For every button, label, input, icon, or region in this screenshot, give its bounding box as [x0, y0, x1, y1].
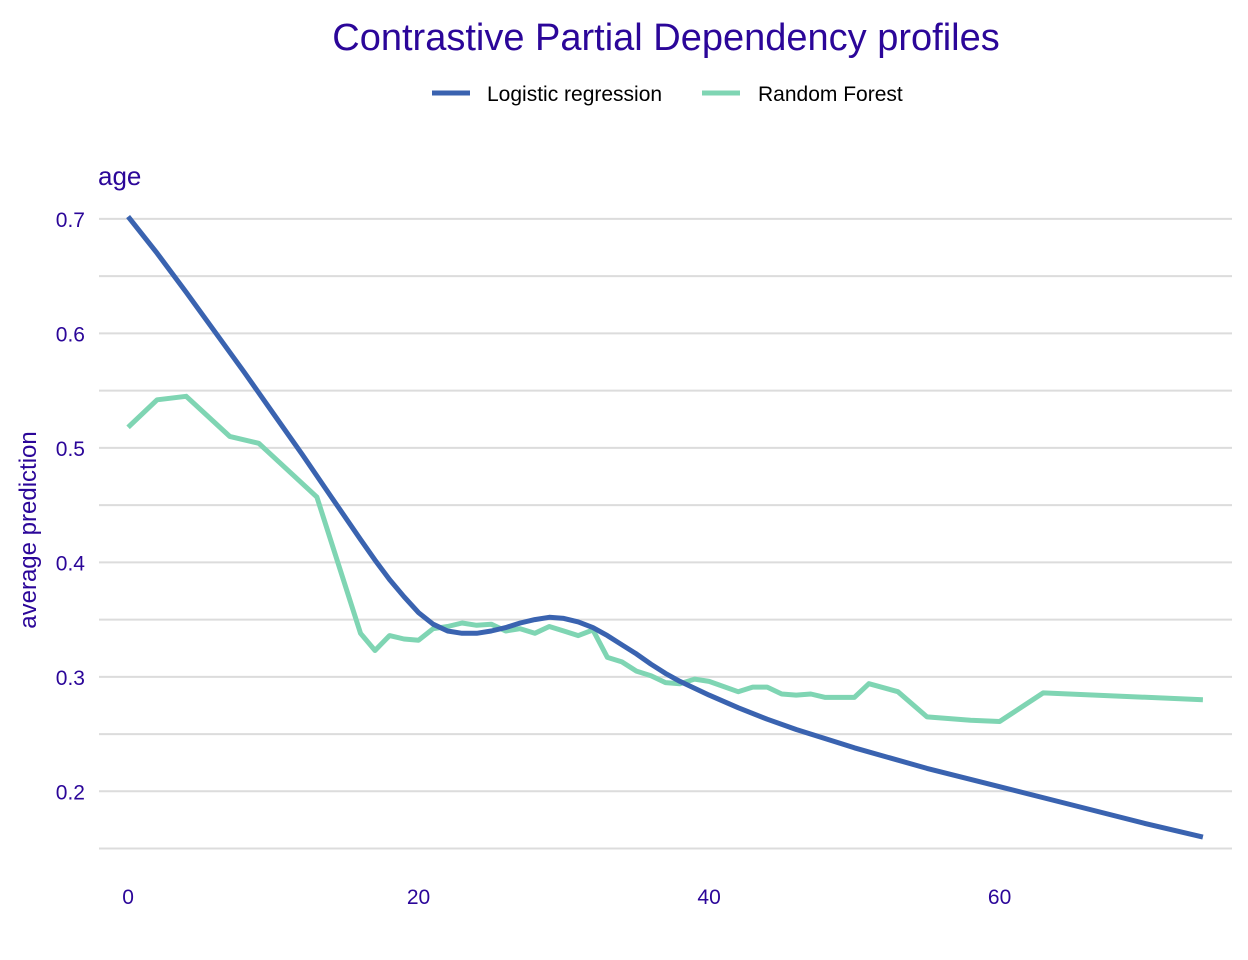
gridlines — [99, 217, 1232, 850]
x-tick-label: 40 — [697, 886, 720, 909]
y-tick-label: 0.6 — [56, 323, 85, 346]
y-tick-label: 0.7 — [56, 209, 85, 232]
panel-label: age — [98, 161, 141, 191]
y-tick-labels: 0.2 0.3 0.4 0.5 0.6 0.7 — [56, 209, 86, 804]
series-lines — [126, 215, 1204, 840]
series-line-logistic-regression — [126, 215, 1204, 840]
y-tick-label: 0.2 — [56, 781, 85, 804]
chart-title: Contrastive Partial Dependency profiles — [332, 17, 999, 59]
legend-label-random-forest: Random Forest — [758, 83, 903, 106]
x-tick-label: 60 — [988, 886, 1011, 909]
x-tick-labels: 0 20 40 60 — [122, 886, 1011, 909]
legend-label-logistic-regression: Logistic regression — [487, 83, 662, 106]
y-axis-label: average prediction — [15, 431, 42, 628]
y-tick-label: 0.4 — [56, 552, 86, 575]
x-tick-label: 20 — [407, 886, 430, 909]
y-tick-label: 0.5 — [56, 438, 85, 461]
y-tick-label: 0.3 — [56, 667, 85, 690]
x-tick-label: 0 — [122, 886, 134, 909]
legend: Logistic regression Random Forest — [432, 83, 903, 106]
series-line-random-forest — [126, 393, 1204, 724]
